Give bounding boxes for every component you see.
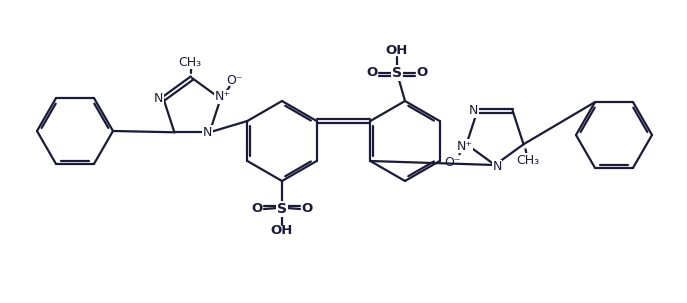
Text: CH₃: CH₃ (516, 154, 539, 167)
Text: S: S (277, 202, 287, 216)
Text: N⁺: N⁺ (456, 140, 473, 153)
Text: N: N (203, 126, 212, 139)
Text: N: N (154, 92, 163, 105)
Text: OH: OH (271, 225, 293, 238)
Text: CH₃: CH₃ (179, 55, 201, 68)
Text: S: S (392, 66, 402, 80)
Text: N: N (469, 104, 478, 117)
Text: O⁻: O⁻ (226, 74, 243, 87)
Text: N: N (493, 161, 502, 174)
Text: O: O (366, 66, 378, 79)
Text: O: O (251, 202, 262, 215)
Text: N⁺: N⁺ (214, 90, 231, 103)
Text: O⁻: O⁻ (444, 156, 461, 169)
Text: O: O (416, 66, 427, 79)
Text: O: O (302, 202, 313, 215)
Text: OH: OH (386, 45, 408, 58)
